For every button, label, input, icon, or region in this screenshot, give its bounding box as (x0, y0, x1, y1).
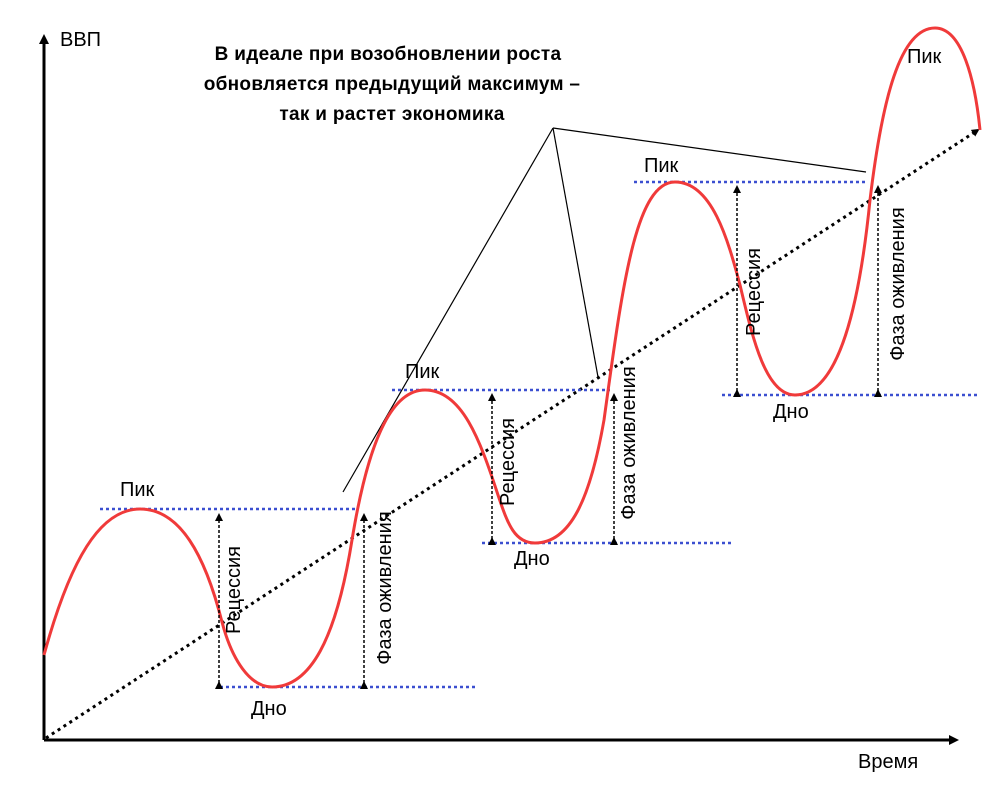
recovery-label-1: Фаза оживления (374, 511, 396, 664)
annotation-line-1: В идеале при возобновлении роста (215, 44, 562, 65)
annotation-line-2: обновляется предыдущий максимум – (204, 74, 581, 95)
trough-label-2: Дно (514, 548, 550, 570)
peak-label-3: Пик (644, 155, 679, 177)
y-axis-label: ВВП (60, 29, 101, 51)
peak-label-1: Пик (120, 479, 155, 501)
recession-label-3: Рецессия (743, 248, 765, 336)
recession-label-2: Рецессия (497, 418, 519, 506)
peak-label-2: Пик (405, 361, 440, 383)
annotation-pointers (342, 127, 867, 493)
trough-label-1: Дно (251, 698, 287, 720)
peak-label-4: Пик (907, 46, 942, 68)
recession-label-1: Рецессия (223, 546, 245, 634)
phase-arrows (215, 185, 882, 689)
recovery-label-3: Фаза оживления (887, 207, 909, 360)
x-axis-label: Время (858, 751, 918, 773)
gdp-cycle-curve (42, 26, 982, 689)
annotation-line-3: так и растет экономика (279, 104, 504, 125)
recovery-label-2: Фаза оживления (618, 366, 640, 519)
trough-label-3: Дно (773, 401, 809, 423)
